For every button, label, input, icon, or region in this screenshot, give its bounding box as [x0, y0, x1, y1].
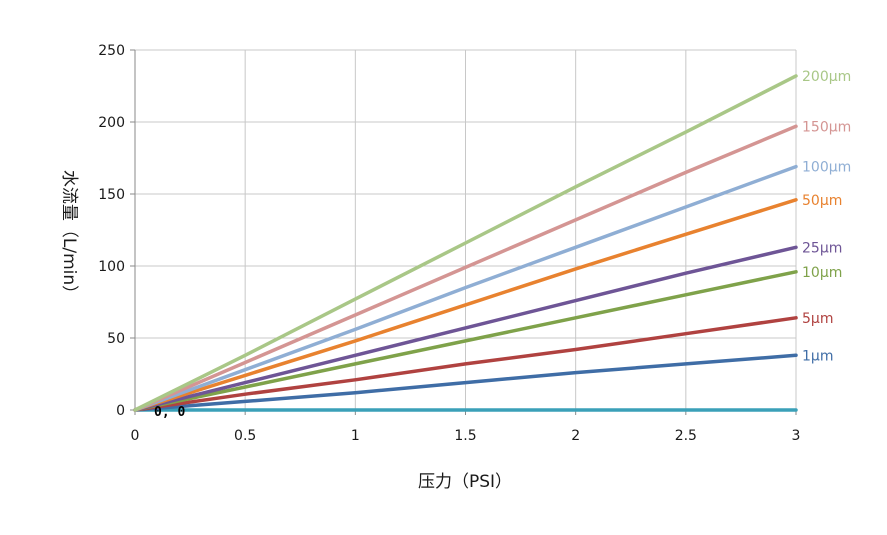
series-line [133, 164, 798, 412]
series-label: 200μm [802, 69, 851, 85]
series-label: 150μm [802, 119, 851, 135]
y-tick-label: 0 [116, 403, 125, 419]
series-line [133, 270, 798, 412]
y-tick-label: 50 [107, 331, 125, 347]
series-labels: 200μm 150μm 100μm 50μm 25μm 10μm 5μm 1μm [802, 69, 851, 364]
x-axis-title: 压力（PSI） [418, 472, 512, 492]
series-line [133, 353, 798, 412]
series-label: 50μm [802, 193, 842, 209]
x-tick-label: 1 [351, 428, 360, 444]
series-line [133, 198, 798, 412]
x-tick-label: 2 [571, 428, 580, 444]
origin-annotation: 0, 0 [154, 405, 185, 420]
series-line [133, 245, 798, 412]
tick-labels: 0 50 100 150 200 250 0 0.5 1 1.5 2 2.5 3 [98, 43, 800, 444]
x-tick-label: 3 [792, 428, 801, 444]
y-axis-title: 水流量（L/min） [59, 170, 79, 302]
y-tick-label: 150 [98, 187, 125, 203]
x-tick-label: 2.5 [675, 428, 697, 444]
x-tick-label: 1.5 [454, 428, 476, 444]
series-label: 100μm [802, 160, 851, 176]
grid [134, 49, 797, 411]
series-label: 10μm [802, 265, 842, 281]
x-tick-label: 0 [131, 428, 140, 444]
y-tick-label: 250 [98, 43, 125, 59]
series-label: 5μm [802, 311, 833, 327]
series-label: 1μm [802, 348, 833, 364]
series-line [133, 316, 798, 412]
series-lines [133, 74, 798, 412]
y-tick-label: 200 [98, 115, 125, 131]
series-line [133, 74, 798, 412]
y-tick-label: 100 [98, 259, 125, 275]
series-line [133, 124, 798, 412]
series-label: 25μm [802, 240, 842, 256]
x-tick-label: 0.5 [234, 428, 256, 444]
